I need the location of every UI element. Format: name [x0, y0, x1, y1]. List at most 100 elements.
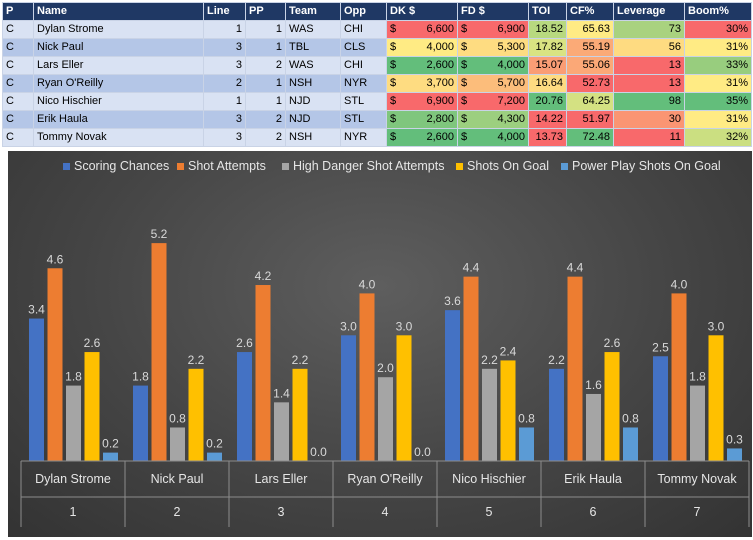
- data-label: 0.0: [414, 445, 431, 459]
- legend-swatch: [63, 163, 70, 170]
- cell-p: C: [2, 56, 34, 75]
- cell-cf: 55.19: [566, 38, 614, 57]
- cell-toi: 20.76: [528, 92, 567, 111]
- cell-dk: $6,900: [386, 92, 458, 111]
- data-label: 2.4: [500, 344, 517, 358]
- cell-p: C: [2, 20, 34, 39]
- bar: [623, 427, 638, 461]
- cell-line: 3: [203, 56, 246, 75]
- bar: [84, 352, 100, 461]
- column-header: P: [2, 2, 34, 21]
- legend-label: Scoring Chances: [74, 159, 169, 173]
- column-header: Leverage: [613, 2, 685, 21]
- cell-p: C: [2, 92, 34, 111]
- legend-swatch: [177, 163, 184, 170]
- data-label: 2.2: [188, 353, 205, 367]
- cell-leverage: 73: [613, 20, 685, 39]
- cell-leverage: 13: [613, 74, 685, 93]
- cell-fd: $5,300: [457, 38, 529, 57]
- data-label: 2.2: [481, 353, 498, 367]
- cell-name: Dylan Strome: [33, 20, 204, 39]
- data-label: 2.0: [377, 361, 394, 375]
- cell-cf: 51.97: [566, 110, 614, 129]
- x-tick-label: Ryan O'Reilly: [347, 472, 423, 486]
- bar: [255, 285, 271, 461]
- table-row: C Nico Hischier 1 1 NJD STL $6,900 $7,200 20.76 6…: [2, 92, 752, 111]
- cell-opp: STL: [340, 110, 387, 129]
- bar: [463, 276, 479, 461]
- data-label: 5.2: [151, 227, 168, 241]
- bar: [500, 360, 516, 461]
- cell-team: TBL: [285, 38, 341, 57]
- cell-boom: 32%: [684, 128, 752, 147]
- cell-toi: 13.73: [528, 128, 567, 147]
- column-header: FD $: [457, 2, 529, 21]
- cell-dk: $2,800: [386, 110, 458, 129]
- column-header: CF%: [566, 2, 614, 21]
- x-tick-label: Nick Paul: [151, 472, 204, 486]
- cell-team: NSH: [285, 128, 341, 147]
- cell-fd: $7,200: [457, 92, 529, 111]
- cell-boom: 35%: [684, 92, 752, 111]
- table-row: C Lars Eller 3 2 WAS CHI $2,600 $4,000 15.07 55.0…: [2, 56, 752, 75]
- bar: [341, 335, 356, 461]
- data-label: 3.0: [708, 319, 725, 333]
- bar: [133, 385, 148, 461]
- data-label: 3.6: [444, 294, 461, 308]
- data-label: 1.8: [132, 370, 149, 384]
- bar: [396, 335, 412, 461]
- x-tick-label: Nico Hischier: [452, 472, 526, 486]
- cell-pp: 1: [245, 38, 286, 57]
- cell-dk: $3,700: [386, 74, 458, 93]
- cell-opp: CHI: [340, 20, 387, 39]
- bar: [151, 243, 167, 461]
- bar: [567, 276, 583, 461]
- bar: [29, 318, 44, 461]
- cell-toi: 16.64: [528, 74, 567, 93]
- column-header: DK $: [386, 2, 458, 21]
- cell-line: 3: [203, 128, 246, 147]
- bar: [727, 448, 742, 461]
- column-header: Team: [285, 2, 341, 21]
- cell-dk: $4,000: [386, 38, 458, 57]
- cell-team: WAS: [285, 56, 341, 75]
- cell-leverage: 11: [613, 128, 685, 147]
- data-label: 4.6: [47, 252, 64, 266]
- data-label: 0.8: [622, 411, 639, 425]
- bar: [549, 368, 564, 461]
- bar: [47, 268, 63, 461]
- cell-name: Lars Eller: [33, 56, 204, 75]
- cell-boom: 31%: [684, 110, 752, 129]
- cell-boom: 33%: [684, 56, 752, 75]
- cell-name: Nico Hischier: [33, 92, 204, 111]
- cell-leverage: 98: [613, 92, 685, 111]
- cell-pp: 2: [245, 128, 286, 147]
- data-label: 0.8: [518, 411, 535, 425]
- cell-opp: CHI: [340, 56, 387, 75]
- column-header: Line: [203, 2, 246, 21]
- cell-p: C: [2, 74, 34, 93]
- cell-name: Tommy Novak: [33, 128, 204, 147]
- cell-pp: 1: [245, 92, 286, 111]
- cell-pp: 2: [245, 110, 286, 129]
- legend-label: High Danger Shot Attempts: [293, 159, 444, 173]
- data-label: 0.3: [726, 432, 743, 446]
- cell-team: NJD: [285, 92, 341, 111]
- cell-opp: NYR: [340, 74, 387, 93]
- cell-boom: 30%: [684, 20, 752, 39]
- legend-swatch: [561, 163, 568, 170]
- bar: [586, 393, 601, 461]
- column-header: PP: [245, 2, 286, 21]
- data-label: 3.0: [396, 319, 413, 333]
- table-row: C Nick Paul 3 1 TBL CLS $4,000 $5,300 17.82 55.19…: [2, 38, 752, 57]
- data-label: 4.4: [463, 261, 480, 275]
- data-label: 3.4: [28, 303, 45, 317]
- cell-name: Ryan O'Reilly: [33, 74, 204, 93]
- data-label: 1.4: [273, 386, 290, 400]
- x-tick-index: 1: [70, 505, 77, 519]
- cell-dk: $2,600: [386, 128, 458, 147]
- cell-fd: $5,700: [457, 74, 529, 93]
- data-label: 1.8: [65, 370, 82, 384]
- cell-team: NSH: [285, 74, 341, 93]
- data-label: 3.0: [340, 319, 357, 333]
